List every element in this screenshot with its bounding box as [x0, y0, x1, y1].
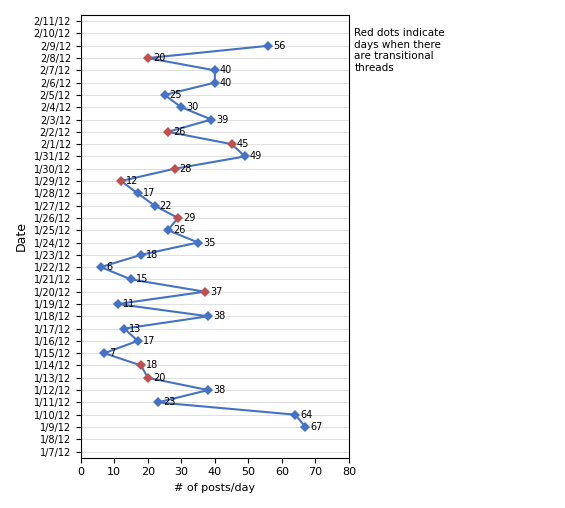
Text: 23: 23: [163, 397, 175, 407]
Text: 67: 67: [310, 422, 323, 432]
Text: Red dots indicate
days when there
are transitional
threads: Red dots indicate days when there are tr…: [354, 28, 445, 73]
Text: 26: 26: [173, 127, 185, 137]
Text: 18: 18: [146, 250, 158, 260]
Text: 30: 30: [186, 102, 199, 112]
Text: 22: 22: [159, 201, 172, 211]
Text: 12: 12: [126, 176, 138, 186]
Text: 20: 20: [153, 373, 165, 383]
Text: 56: 56: [273, 41, 286, 51]
Text: 38: 38: [213, 385, 225, 395]
Text: 20: 20: [153, 53, 165, 63]
Text: 25: 25: [170, 90, 182, 100]
Y-axis label: Date: Date: [15, 221, 28, 251]
Text: 28: 28: [180, 164, 192, 174]
Text: 11: 11: [123, 299, 135, 309]
Text: 26: 26: [173, 225, 185, 235]
Text: 64: 64: [301, 409, 312, 420]
Text: 6: 6: [106, 262, 112, 272]
Text: 17: 17: [143, 336, 155, 346]
Text: 40: 40: [220, 66, 232, 75]
Text: 17: 17: [143, 188, 155, 198]
Text: 45: 45: [237, 139, 249, 149]
Text: 13: 13: [129, 324, 142, 334]
Text: 38: 38: [213, 311, 225, 321]
Text: 29: 29: [183, 213, 195, 223]
Text: 7: 7: [109, 348, 115, 358]
Text: 40: 40: [220, 78, 232, 88]
Text: 39: 39: [216, 114, 229, 124]
Text: 35: 35: [203, 238, 215, 247]
Text: 37: 37: [210, 287, 222, 297]
X-axis label: # of posts/day: # of posts/day: [174, 483, 255, 493]
Text: 18: 18: [146, 361, 158, 370]
Text: 49: 49: [250, 151, 262, 162]
Text: 15: 15: [136, 274, 149, 284]
